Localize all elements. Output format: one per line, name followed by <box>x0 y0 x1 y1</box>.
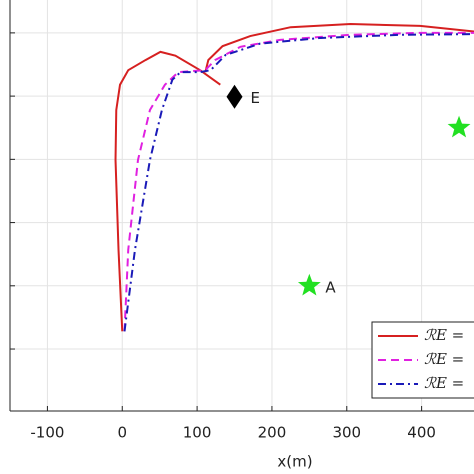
legend-label: ℛE = <box>424 374 464 392</box>
marker <box>226 84 243 109</box>
x-tick-label: 300 <box>332 424 361 442</box>
legend-label: ℛE = <box>424 326 464 344</box>
x-tick-label: -100 <box>30 424 64 442</box>
marker-label: A <box>325 278 336 296</box>
legend <box>371 321 474 399</box>
x-tick-label: 100 <box>183 424 212 442</box>
series-line <box>123 33 474 332</box>
x-tick-label: 200 <box>258 424 287 442</box>
x-tick-label: 0 <box>117 424 127 442</box>
x-axis-label: x(m) <box>277 453 312 471</box>
marker <box>297 273 321 296</box>
legend-label: ℛE = <box>424 350 464 368</box>
marker-label: E <box>251 89 260 107</box>
marker <box>447 115 471 138</box>
series-line <box>123 31 474 332</box>
series-line <box>114 23 474 332</box>
x-tick-label: 400 <box>407 424 436 442</box>
